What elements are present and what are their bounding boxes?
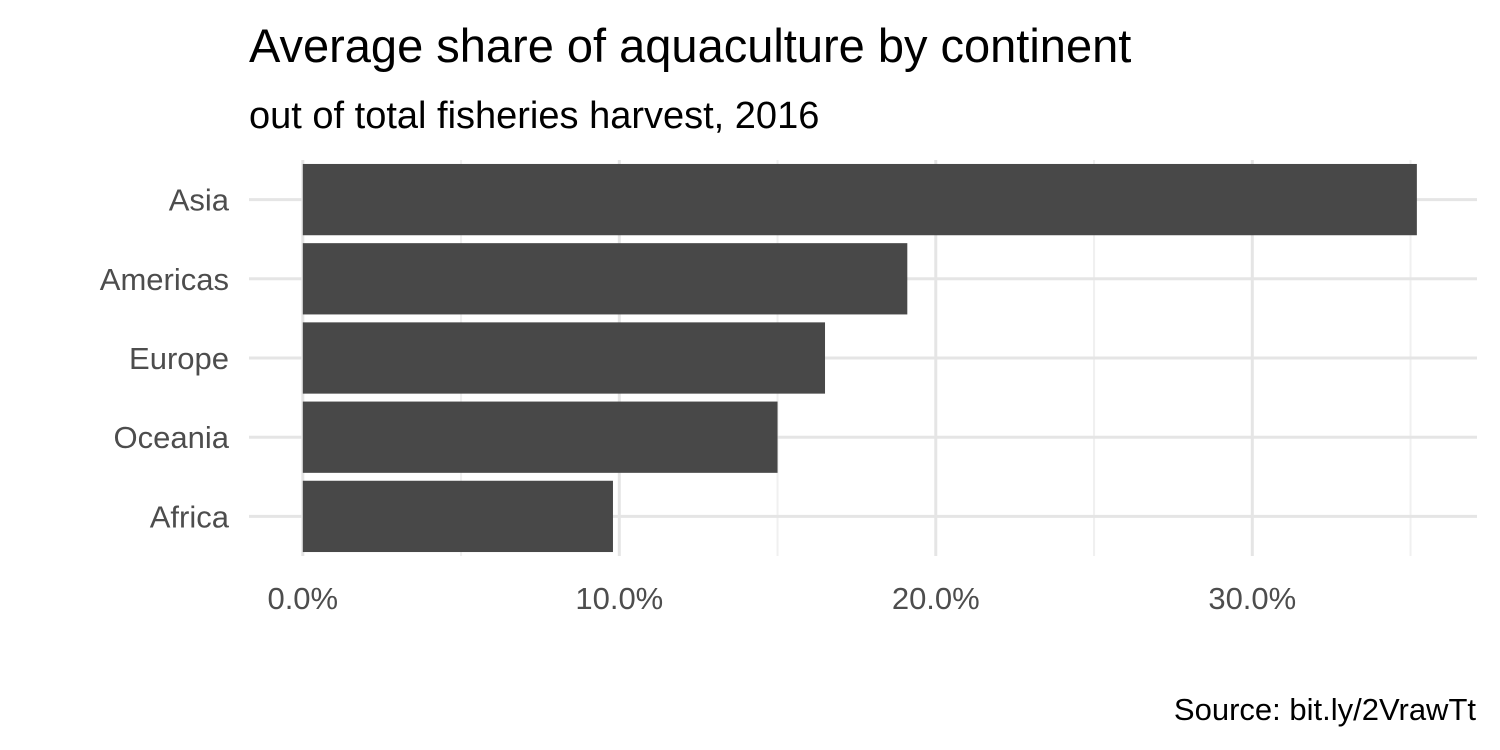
x-tick-label: 30.0%	[1208, 581, 1296, 616]
y-tick-label: Oceania	[114, 420, 230, 455]
bars	[302, 163, 1417, 553]
bar-europe	[302, 322, 826, 394]
y-tick-label: Asia	[169, 183, 230, 218]
chart-title: Average share of aquaculture by continen…	[249, 19, 1131, 72]
x-axis-labels: 0.0% 10.0% 20.0% 30.0%	[267, 581, 1296, 616]
y-tick-label: Europe	[129, 341, 229, 376]
y-axis-labels: Asia Americas Europe Oceania Africa	[100, 183, 230, 535]
x-tick-label: 10.0%	[575, 581, 663, 616]
plot-area: Asia Americas Europe Oceania Africa 0.0% 10.0…	[100, 160, 1477, 616]
chart-caption: Source: bit.ly/2VrawTt	[1174, 692, 1476, 727]
chart-subtitle: out of total fisheries harvest, 2016	[249, 95, 819, 137]
y-tick-label: Americas	[100, 262, 229, 297]
bar-africa	[302, 480, 613, 553]
x-tick-label: 20.0%	[892, 581, 980, 616]
y-tick-label: Africa	[150, 499, 230, 534]
bar-asia	[302, 163, 1417, 236]
bar-oceania	[302, 401, 778, 473]
x-tick-label: 0.0%	[267, 581, 338, 616]
bar-americas	[302, 243, 908, 315]
